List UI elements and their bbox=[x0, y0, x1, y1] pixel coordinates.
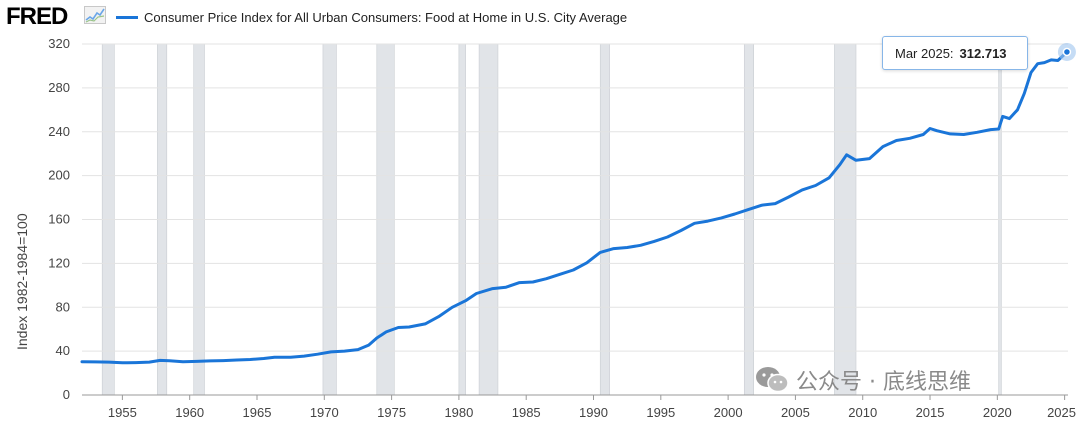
fred-logo[interactable]: FRED bbox=[6, 3, 68, 30]
x-tick-label: 1975 bbox=[377, 405, 406, 420]
x-tick-label: 2015 bbox=[916, 405, 945, 420]
y-tick-label: 120 bbox=[48, 255, 70, 270]
y-tick-label: 160 bbox=[48, 212, 70, 227]
x-tick-label: 2000 bbox=[714, 405, 743, 420]
axes: 0 40 80 120 160 200 240 280 320 1955 1960 1965 1970 1… bbox=[48, 36, 1076, 420]
y-tick-label: 320 bbox=[48, 36, 70, 51]
grid-lines bbox=[82, 43, 1068, 352]
marker-layer bbox=[1057, 42, 1076, 61]
x-tick-label: 2005 bbox=[781, 405, 810, 420]
legend-label: Consumer Price Index for All Urban Consu… bbox=[144, 9, 628, 25]
tooltip-value: 312.713 bbox=[959, 45, 1007, 61]
y-tick-label: 240 bbox=[48, 124, 70, 139]
x-tick-label: 1985 bbox=[512, 405, 541, 420]
y-tick-label: 280 bbox=[48, 80, 70, 95]
x-tick-label: 1970 bbox=[310, 405, 339, 420]
y-tick-label: 0 bbox=[63, 387, 70, 402]
legend-swatch bbox=[116, 15, 138, 19]
series-line[interactable] bbox=[80, 50, 1069, 365]
x-tick-label: 2020 bbox=[983, 405, 1012, 420]
x-tick-label: 1955 bbox=[108, 405, 137, 420]
x-tick-label: 1990 bbox=[579, 405, 608, 420]
x-tick-label: 1965 bbox=[243, 405, 272, 420]
chart-header: FRED Consumer Price Index for All Urban … bbox=[0, 0, 1080, 34]
tooltip-date: Mar 2025: bbox=[895, 45, 954, 61]
watermark-text: 公众号 · 底线思维 bbox=[796, 370, 971, 395]
watermark: 公众号 · 底线思维 bbox=[754, 364, 971, 396]
x-tick-label: 2010 bbox=[848, 405, 877, 420]
x-tick-label: 1995 bbox=[646, 405, 675, 420]
wechat-icon bbox=[756, 367, 789, 393]
legend[interactable]: Consumer Price Index for All Urban Consu… bbox=[116, 8, 627, 26]
fred-graph-icon bbox=[84, 6, 106, 24]
y-tick-label: 200 bbox=[48, 168, 70, 183]
x-tick-label: 2025 bbox=[1047, 405, 1076, 420]
y-tick-label: 80 bbox=[56, 299, 70, 314]
hover-marker[interactable] bbox=[1062, 47, 1072, 57]
hover-tooltip: Mar 2025: 312.713 bbox=[882, 36, 1028, 70]
y-tick-label: 40 bbox=[56, 343, 70, 358]
series-layer bbox=[80, 50, 1069, 365]
x-tick-label: 1980 bbox=[444, 405, 473, 420]
x-tick-label: 1960 bbox=[175, 405, 204, 420]
